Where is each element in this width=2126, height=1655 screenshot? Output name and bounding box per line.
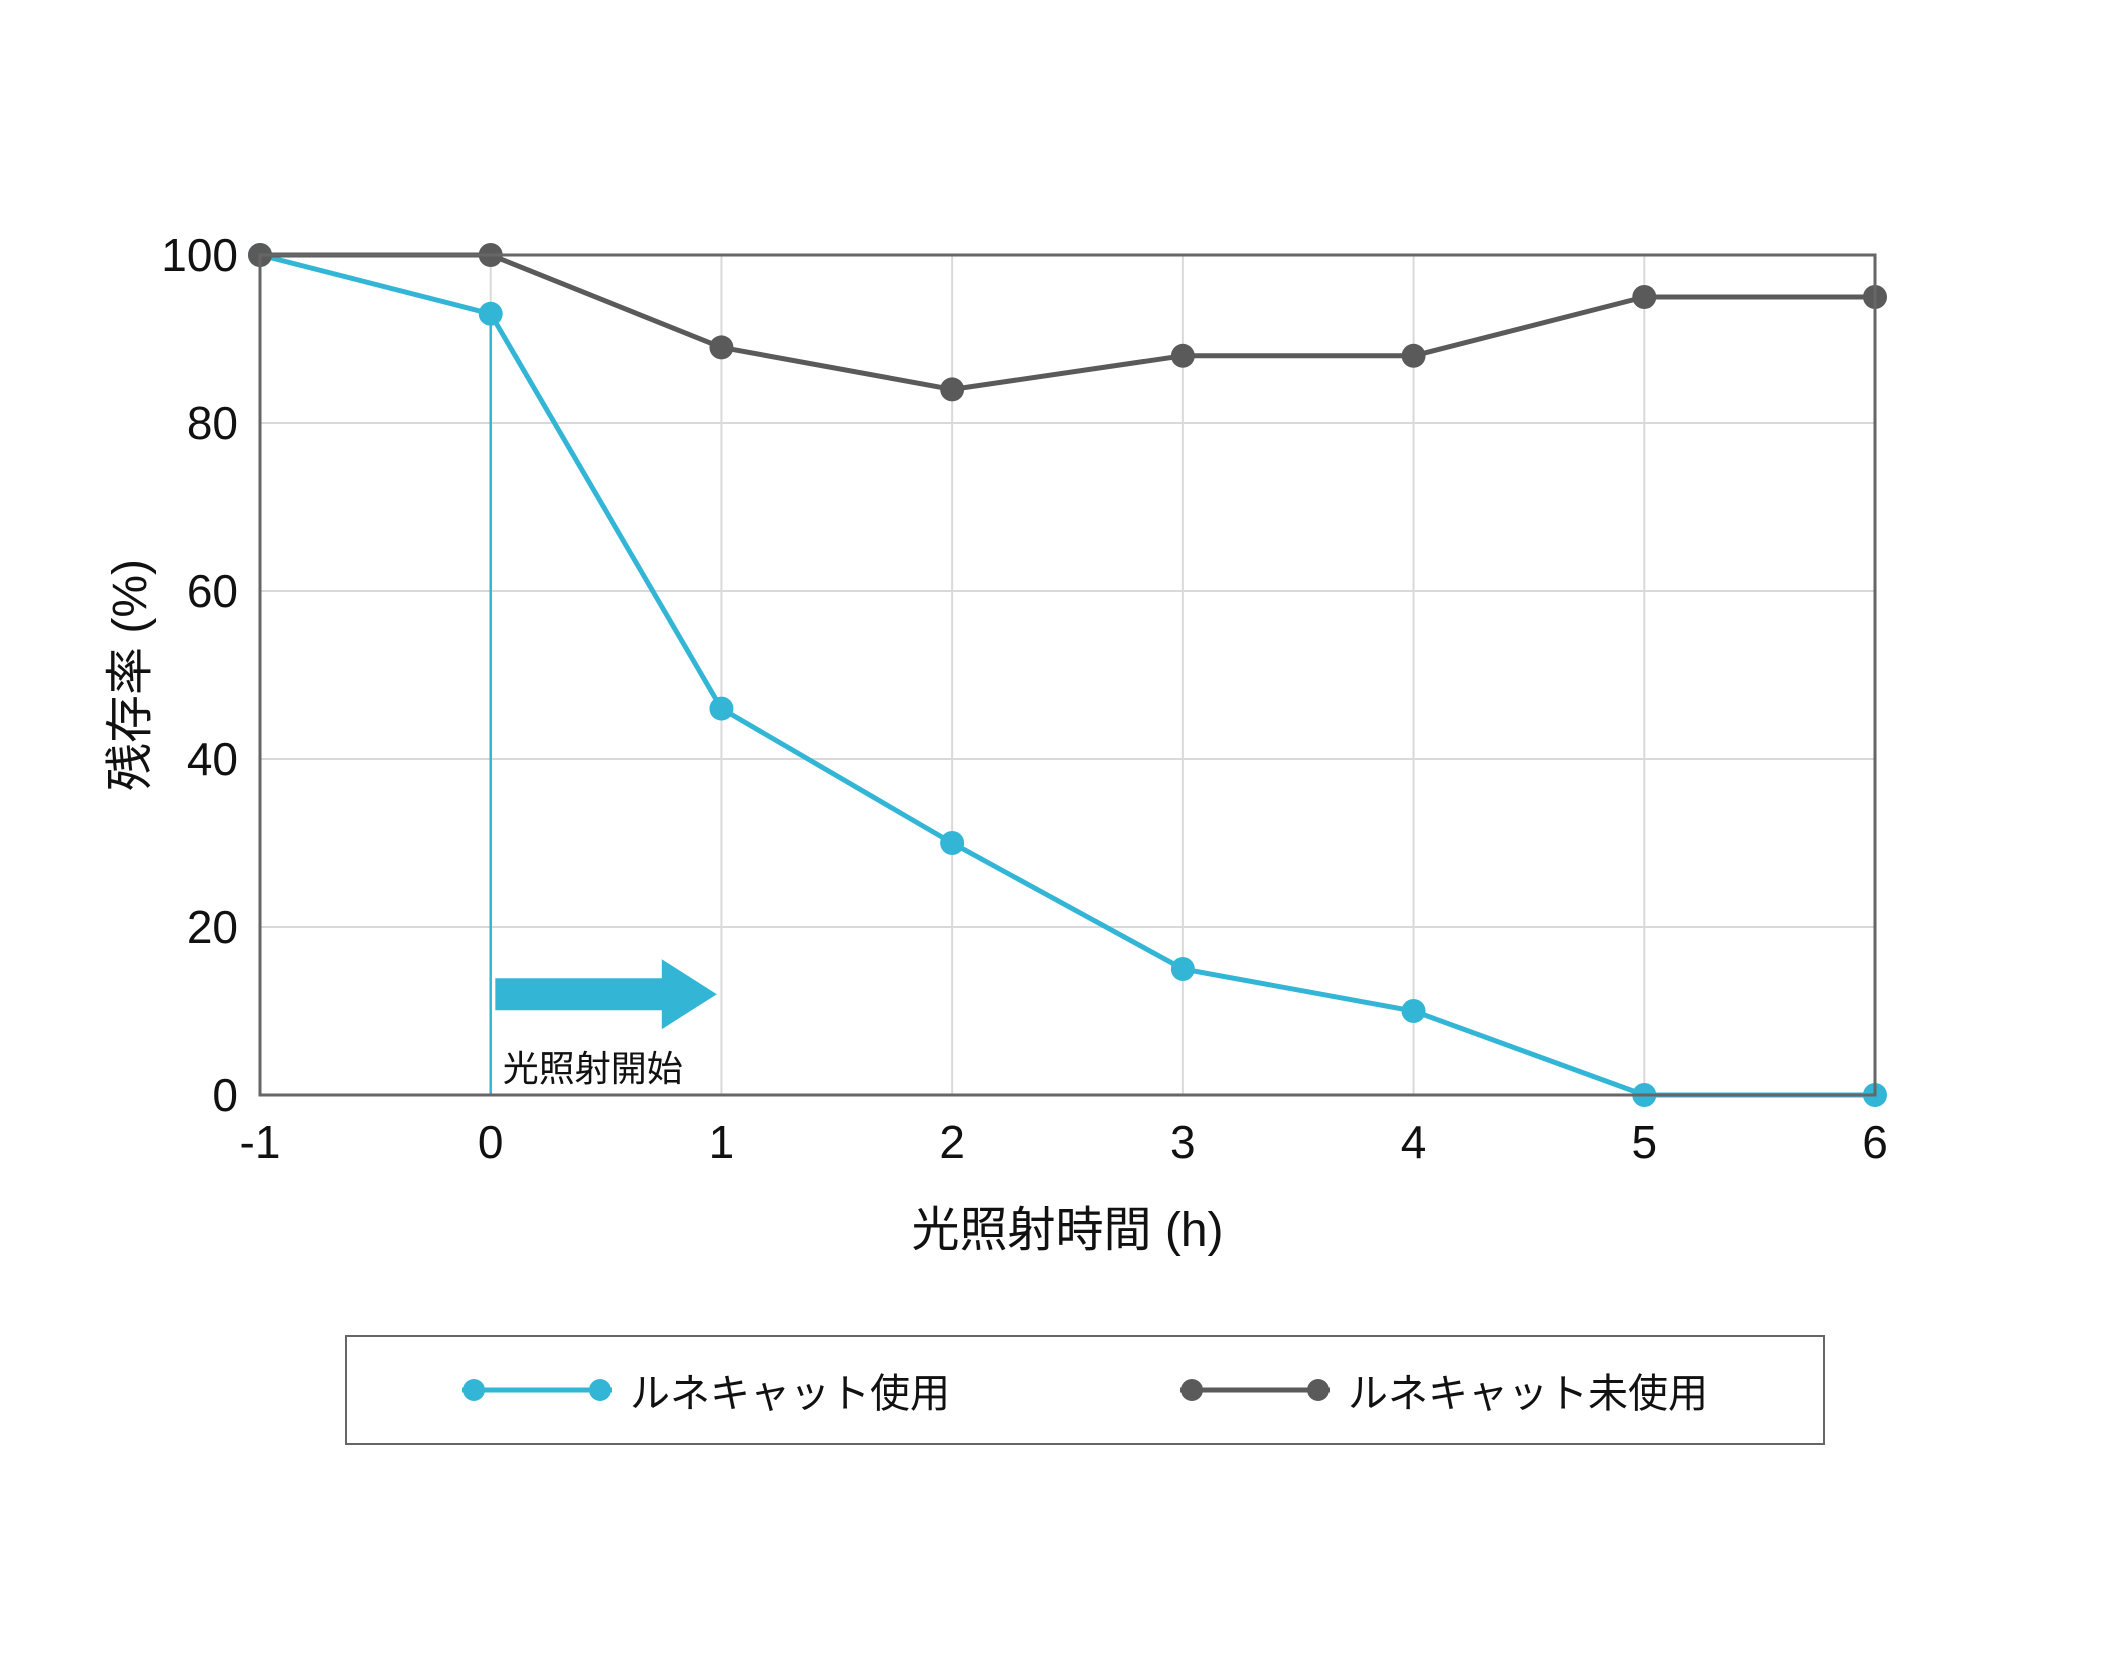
chart-svg [260,255,1875,1095]
legend-label-with: ルネキャット使用 [630,1361,950,1419]
x-axis-label: 光照射時間 (h) [911,1190,1223,1260]
chart-page: 残存率 (%) 光照射時間 (h) -10123456020406080100 … [0,0,2126,1655]
x-axis-label-text: 光照射時間 (h) [911,1204,1223,1257]
x-tick-label: 2 [939,1115,965,1169]
legend-swatch-with [462,1380,612,1400]
legend-swatch-without [1180,1380,1330,1400]
y-tick-label: 100 [161,228,238,282]
x-tick-label: 1 [709,1115,735,1169]
y-axis-label-text: 残存率 (%) [104,559,157,791]
y-tick-label: 80 [187,396,238,450]
x-tick-label: 6 [1862,1115,1888,1169]
legend-marker-without [1307,1379,1329,1401]
legend-item-with: ルネキャット使用 [462,1361,950,1419]
x-tick-label: -1 [240,1115,281,1169]
line-chart [260,255,1875,1095]
x-tick-label: 5 [1631,1115,1657,1169]
y-tick-label: 40 [187,732,238,786]
legend-label-without: ルネキャット未使用 [1348,1361,1708,1419]
annotation-light-start: 光照射開始 [503,1040,683,1092]
y-tick-label: 0 [212,1068,238,1122]
y-tick-label: 20 [187,900,238,954]
x-tick-label: 4 [1401,1115,1427,1169]
legend-item-without: ルネキャット未使用 [1180,1361,1708,1419]
y-tick-label: 60 [187,564,238,618]
legend-marker-without [1181,1379,1203,1401]
legend: ルネキャット使用 ルネキャット未使用 [345,1335,1825,1445]
y-axis-label: 残存率 (%) [90,559,160,791]
annotation-light-start-text: 光照射開始 [503,1048,683,1089]
legend-marker-with [589,1379,611,1401]
x-tick-label: 0 [478,1115,504,1169]
x-tick-label: 3 [1170,1115,1196,1169]
legend-marker-with [463,1379,485,1401]
